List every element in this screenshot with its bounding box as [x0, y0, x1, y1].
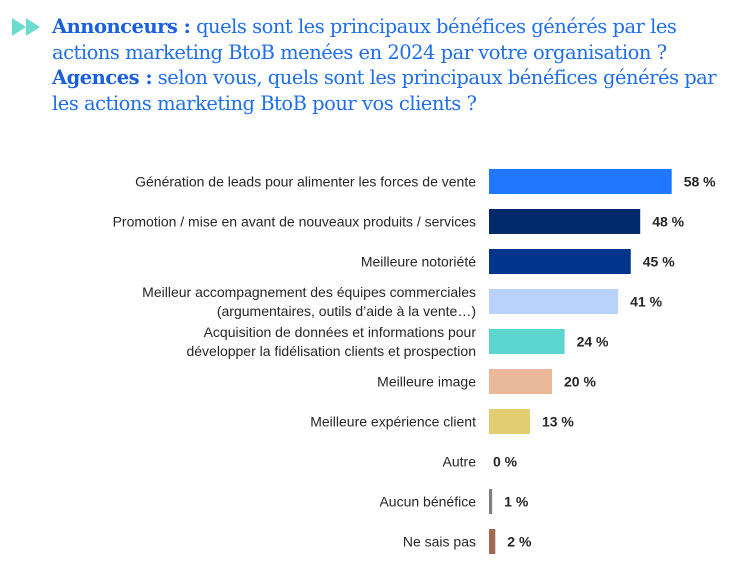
title-annonceurs-question: quels sont les principaux bénéfices géné…	[52, 15, 677, 64]
category-label: Génération de leads pour alimenter les f…	[135, 174, 476, 190]
category-label: Meilleure notoriété	[361, 254, 476, 270]
value-label: 0 %	[493, 454, 518, 470]
value-label: 20 %	[564, 374, 596, 390]
value-label: 1 %	[504, 494, 529, 510]
bar	[489, 249, 631, 274]
category-label: Acquisition de données et informations p…	[186, 324, 476, 359]
category-label: Meilleure expérience client	[310, 414, 476, 430]
bar-chart: 58 % Génération de leads pour alimenter l…	[113, 169, 716, 554]
double-chevron-right-icon	[12, 18, 40, 36]
bar	[489, 289, 619, 314]
value-label: 48 %	[652, 214, 684, 230]
bar	[489, 169, 672, 194]
value-label: 45 %	[643, 254, 675, 270]
category-label: Meilleure image	[377, 374, 476, 390]
category-label: Aucun bénéfice	[379, 494, 476, 510]
bar	[489, 329, 565, 354]
bar	[489, 369, 552, 394]
value-label: 13 %	[542, 414, 574, 430]
bar	[489, 529, 496, 554]
value-label: 2 %	[507, 534, 532, 550]
bar	[489, 409, 530, 434]
value-label: 58 %	[684, 174, 716, 190]
category-label: Promotion / mise en avant de nouveaux pr…	[113, 214, 476, 230]
bar	[489, 209, 641, 234]
category-label: Autre	[443, 454, 477, 470]
category-label: Ne sais pas	[403, 534, 476, 550]
title-agences-label: Agences :	[52, 66, 153, 89]
value-label: 41 %	[630, 294, 662, 310]
value-label: 24 %	[577, 334, 609, 350]
bar	[489, 489, 493, 514]
chart-title: Annonceurs : quels sont les principaux b…	[52, 14, 735, 116]
title-agences-question: selon vous, quels sont les principaux bé…	[52, 66, 717, 115]
title-annonceurs-label: Annonceurs :	[52, 15, 191, 38]
category-label: Meilleur accompagnement des équipes comm…	[142, 284, 476, 319]
